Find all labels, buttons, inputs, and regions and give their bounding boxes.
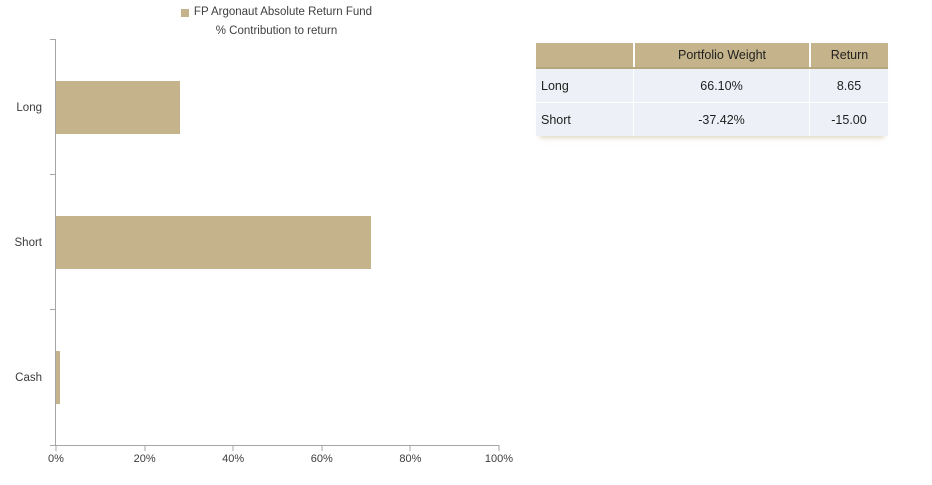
x-axis-tick-label: 40%: [222, 453, 245, 465]
x-axis-tick: [409, 445, 411, 451]
table-header-empty: [536, 43, 633, 67]
table-cell-portfolio-weight: 66.10%: [633, 69, 809, 102]
x-axis-tick-label: 100%: [484, 453, 514, 465]
contribution-bar-short: [56, 216, 371, 269]
table-row-short: Short -37.42% -15.00: [536, 102, 888, 136]
category-band-cash: Cash: [15, 309, 499, 445]
contribution-bar-long: [56, 81, 181, 134]
x-axis-tick: [232, 445, 234, 451]
x-axis-tick-label: 60%: [310, 453, 333, 465]
x-axis-tick: [321, 445, 323, 451]
chart-title: % Contribution to return: [215, 25, 338, 37]
table-cell-label: Short: [541, 112, 571, 127]
x-axis-tick: [498, 445, 500, 451]
table-header-portfolio-weight: Portfolio Weight: [633, 43, 809, 67]
legend-label: FP Argonaut Absolute Return Fund: [193, 6, 373, 19]
x-axis-tick: [55, 445, 57, 451]
plot-area: Long Short Cash 0% 20% 40% 60% 80% 100%: [15, 39, 513, 465]
category-label: Short: [14, 236, 43, 249]
x-axis-tick-label: 20%: [133, 453, 156, 465]
table-cell-return: -15.00: [809, 103, 888, 136]
category-band-short: Short: [15, 174, 499, 310]
legend-swatch-icon: [180, 9, 189, 17]
table-header-row: Portfolio Weight Return: [536, 43, 888, 69]
x-axis-tick-label: 0%: [48, 453, 64, 465]
contribution-bar-cash: [56, 351, 61, 404]
chart-legend: FP Argonaut Absolute Return Fund: [55, 6, 498, 20]
table-cell-label: Long: [541, 78, 569, 93]
category-band-long: Long: [16, 39, 499, 175]
chart-header: FP Argonaut Absolute Return Fund % Contr…: [55, 6, 498, 38]
category-label: Cash: [15, 371, 42, 384]
table-cell-return: 8.65: [809, 69, 888, 102]
table-row-long: Long 66.10% 8.65: [536, 69, 888, 102]
table-cell-portfolio-weight: -37.42%: [633, 103, 809, 136]
category-label: Long: [16, 101, 42, 114]
summary-table: Portfolio Weight Return Long 66.10% 8.65…: [536, 43, 888, 136]
x-axis-tick-label: 80%: [399, 453, 422, 465]
x-axis-tick: [144, 445, 146, 451]
table-header-return: Return: [809, 43, 888, 67]
